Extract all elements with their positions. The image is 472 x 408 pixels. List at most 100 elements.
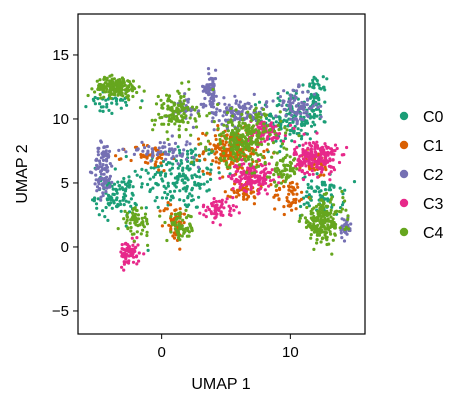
data-point [204, 209, 208, 213]
data-point [96, 150, 100, 154]
data-point [288, 155, 292, 159]
data-point [216, 124, 220, 128]
data-point [246, 179, 250, 183]
data-point [188, 192, 192, 196]
data-point [264, 181, 268, 185]
data-point [330, 195, 334, 199]
data-point [229, 176, 233, 180]
data-point [184, 216, 189, 220]
data-point [273, 180, 277, 184]
data-point [313, 123, 317, 127]
data-point [283, 133, 287, 138]
data-point [107, 178, 111, 183]
data-point [225, 165, 229, 169]
data-point [116, 227, 120, 231]
data-point [330, 219, 334, 223]
data-point [284, 131, 288, 135]
data-point [180, 224, 184, 228]
data-point [131, 185, 135, 189]
data-point [275, 104, 279, 108]
data-point [229, 132, 233, 136]
data-point [120, 243, 124, 247]
data-point [186, 108, 190, 112]
data-point [270, 168, 274, 172]
data-point [181, 187, 185, 191]
data-point [122, 268, 126, 272]
data-point [265, 136, 269, 141]
data-point [304, 194, 308, 198]
data-point [133, 221, 137, 225]
data-point [190, 176, 194, 180]
data-point [204, 145, 208, 149]
data-point [95, 185, 100, 189]
data-point [233, 134, 237, 139]
data-point [329, 232, 333, 236]
data-point [117, 157, 121, 161]
data-point [201, 85, 206, 89]
data-point [292, 126, 296, 131]
y-axis-title: UMAP 2 [14, 144, 31, 203]
data-point [199, 102, 203, 106]
data-point [131, 243, 135, 247]
data-point [333, 210, 337, 214]
data-point [310, 161, 314, 165]
data-point [139, 155, 143, 159]
data-point [202, 172, 206, 176]
data-point [257, 177, 261, 181]
data-point [227, 174, 231, 178]
data-point [183, 106, 187, 110]
data-point [140, 216, 144, 220]
plot-frame [77, 13, 366, 335]
data-point [298, 164, 302, 168]
data-point [187, 234, 191, 238]
data-point [167, 122, 171, 126]
data-point [225, 111, 230, 115]
data-point [254, 106, 258, 110]
data-point [159, 173, 163, 177]
data-point [297, 199, 301, 203]
data-point [251, 190, 256, 194]
data-point [245, 197, 249, 201]
data-point [279, 172, 283, 177]
data-point [265, 105, 269, 109]
data-point [337, 160, 342, 165]
data-point [304, 164, 308, 168]
data-point [222, 123, 226, 127]
data-point [218, 142, 222, 146]
legend-marker [399, 169, 409, 179]
data-point [289, 113, 294, 117]
data-point [201, 105, 205, 109]
data-point [185, 187, 189, 191]
data-point [151, 149, 155, 154]
data-point [241, 142, 245, 147]
data-point [275, 151, 279, 155]
data-point [341, 196, 345, 200]
data-point [276, 96, 280, 100]
data-point [274, 120, 278, 124]
data-point [231, 196, 235, 200]
data-point [261, 155, 265, 159]
data-point [158, 141, 162, 145]
data-point [346, 217, 350, 221]
data-point [172, 149, 176, 153]
data-point [305, 103, 309, 107]
legend-item-C4: C4 [399, 225, 444, 242]
data-point [212, 212, 216, 216]
data-point [300, 213, 304, 217]
x-axis-title: UMAP 1 [191, 376, 250, 393]
data-point [282, 185, 286, 189]
data-point [218, 156, 222, 160]
data-point [120, 186, 124, 190]
data-point [297, 219, 301, 223]
data-point [267, 128, 271, 132]
data-point [279, 144, 283, 148]
data-point [95, 189, 99, 193]
data-point [195, 105, 199, 109]
data-point [305, 219, 309, 223]
data-point [298, 117, 303, 121]
data-point [93, 95, 97, 100]
data-point [197, 184, 201, 188]
data-point [315, 144, 319, 148]
data-point [144, 168, 148, 172]
data-point [138, 106, 143, 110]
